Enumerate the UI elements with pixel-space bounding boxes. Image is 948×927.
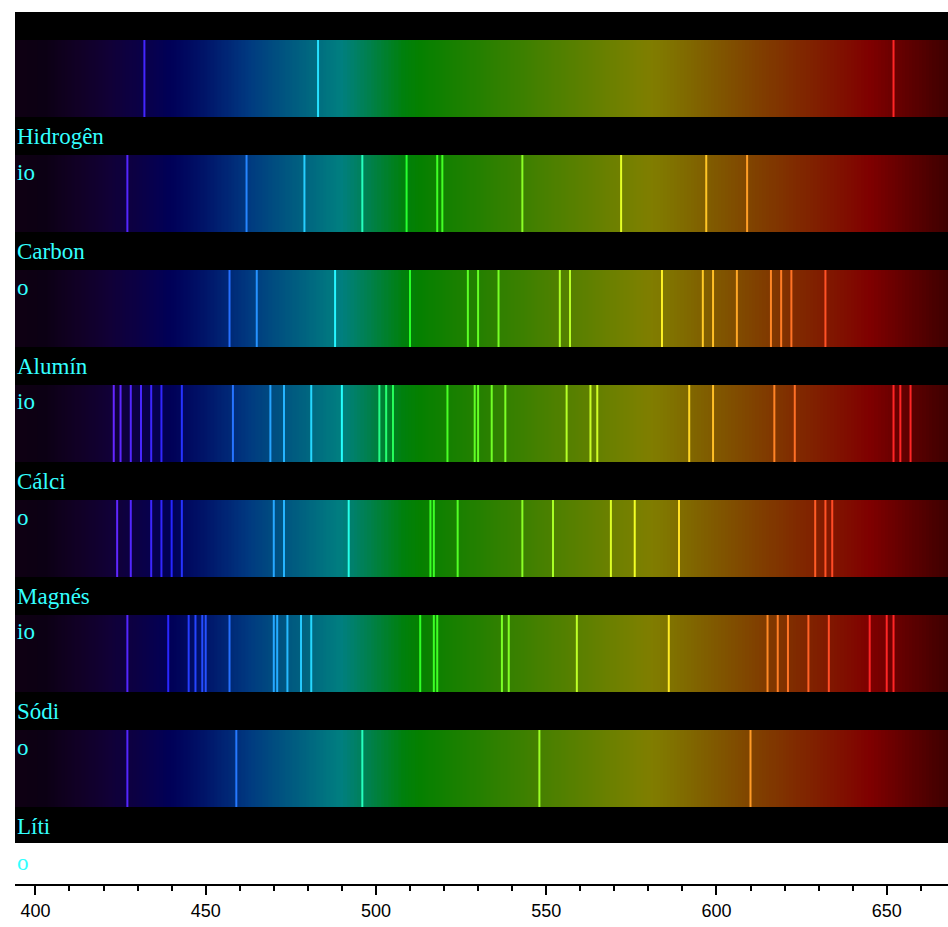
svg-text:o: o xyxy=(17,735,29,760)
svg-text:io: io xyxy=(17,619,35,644)
svg-text:600: 600 xyxy=(701,901,731,921)
svg-text:Carbon: Carbon xyxy=(17,239,85,264)
svg-text:Magnés: Magnés xyxy=(17,584,90,609)
svg-text:io: io xyxy=(17,389,35,414)
svg-text:Sódi: Sódi xyxy=(17,699,59,724)
svg-text:io: io xyxy=(17,160,35,185)
svg-text:Líti: Líti xyxy=(17,814,50,839)
svg-text:Alumín: Alumín xyxy=(17,354,88,379)
svg-text:o: o xyxy=(17,275,29,300)
svg-text:400: 400 xyxy=(20,901,50,921)
svg-text:Cálci: Cálci xyxy=(17,469,66,494)
svg-text:o: o xyxy=(17,505,29,530)
svg-text:550: 550 xyxy=(531,901,561,921)
svg-text:o: o xyxy=(17,850,29,875)
svg-text:450: 450 xyxy=(191,901,221,921)
svg-text:500: 500 xyxy=(361,901,391,921)
svg-text:650: 650 xyxy=(872,901,902,921)
svg-text:Hidrogên: Hidrogên xyxy=(17,124,104,149)
